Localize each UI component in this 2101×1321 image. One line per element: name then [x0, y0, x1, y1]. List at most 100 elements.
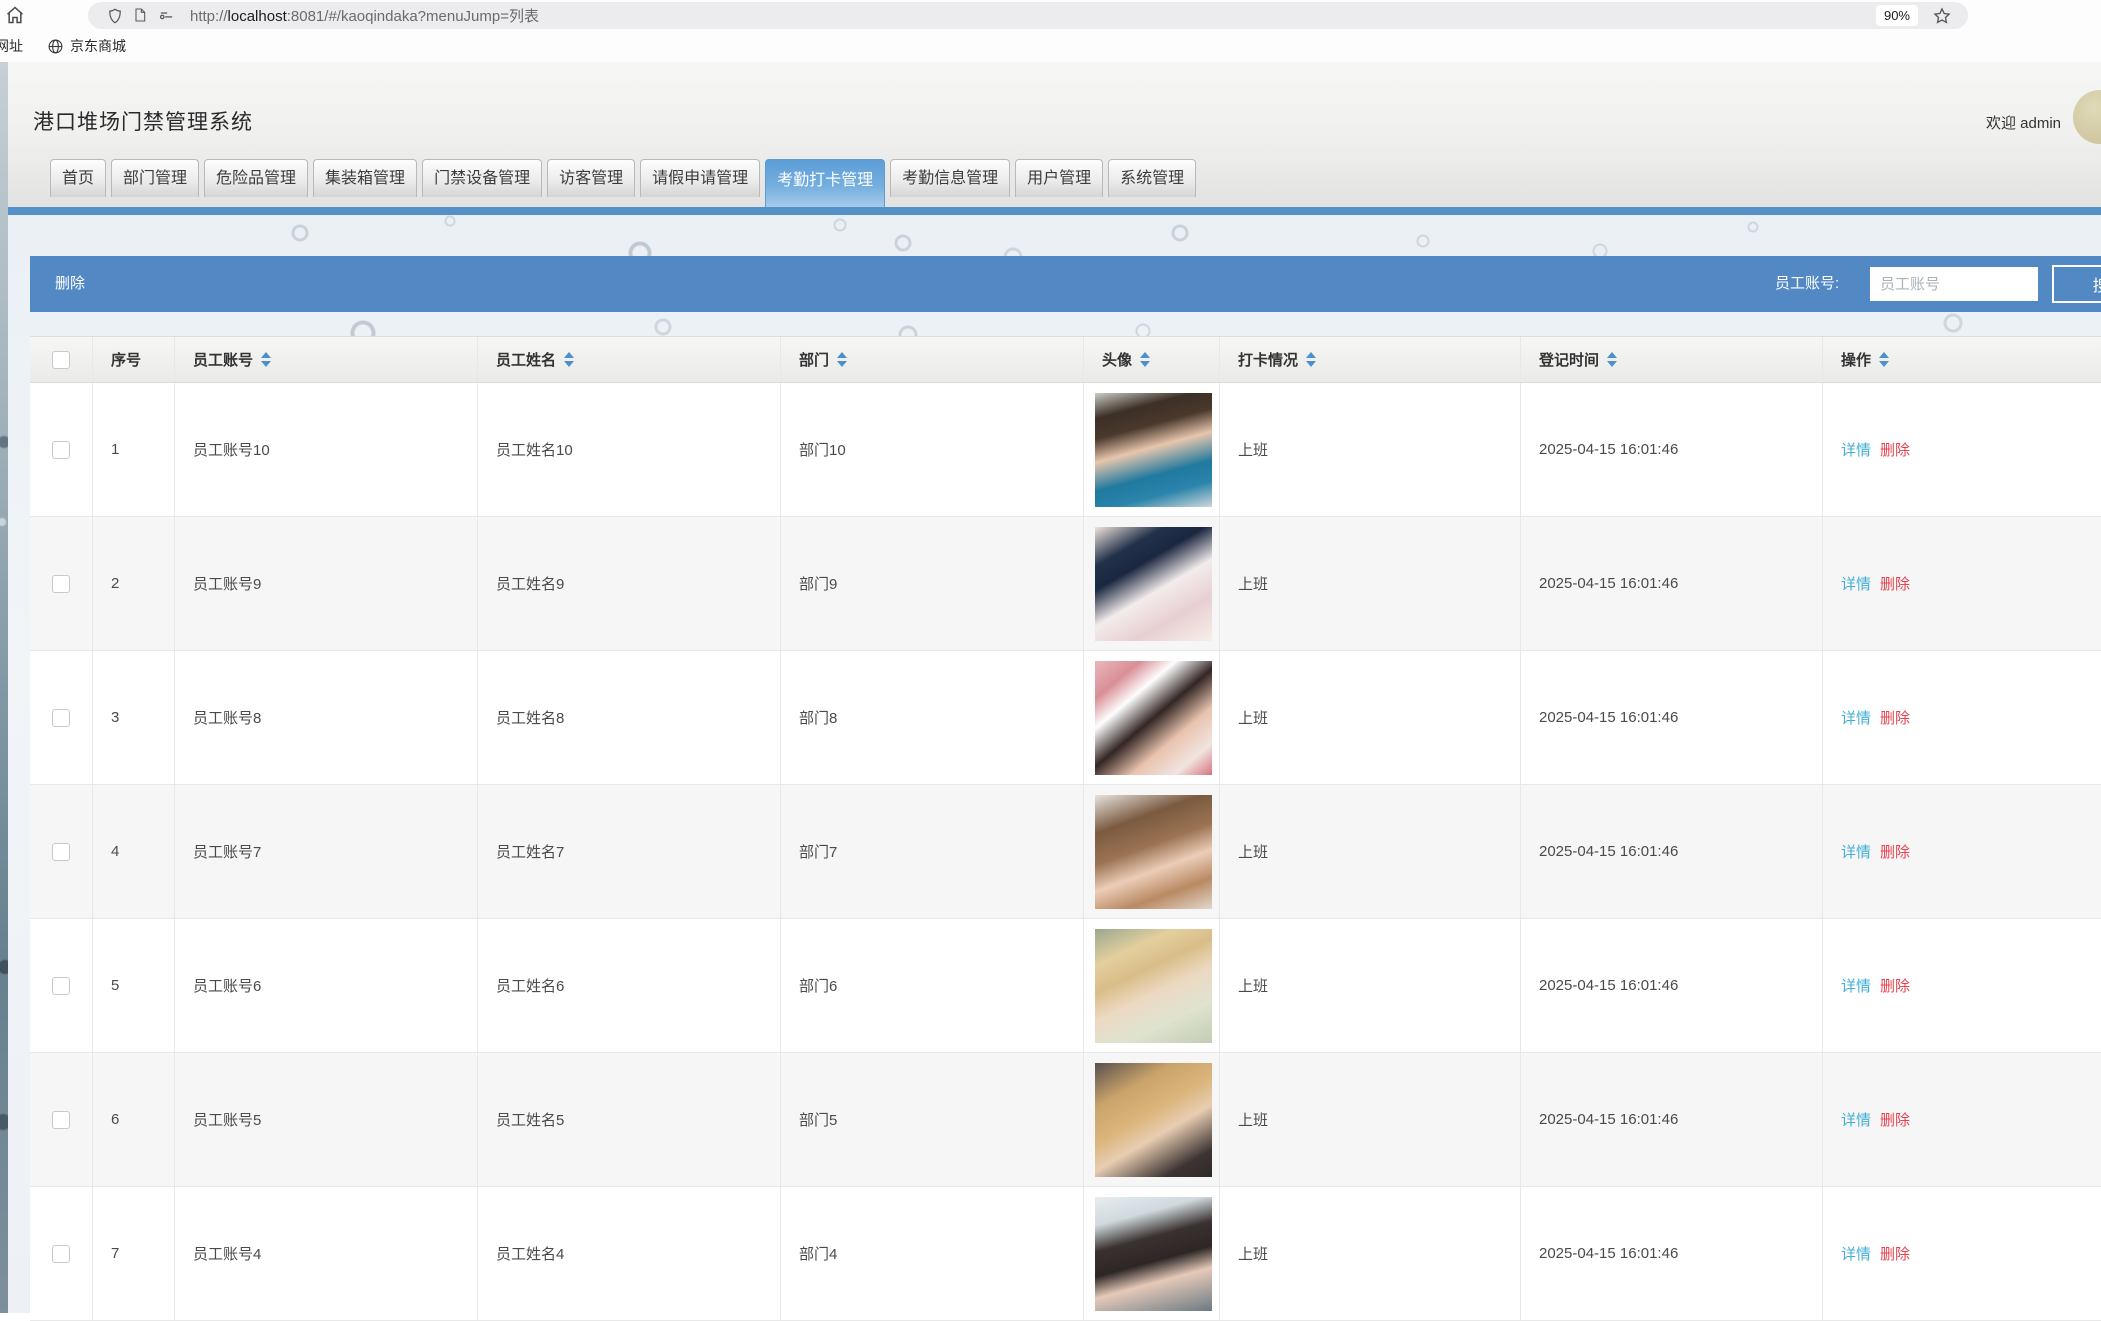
sort-icons[interactable]: [1607, 352, 1618, 367]
delete-link[interactable]: 删除: [1880, 844, 1911, 861]
tab-home[interactable]: 首页: [50, 159, 107, 197]
cell-status: 上班: [1220, 651, 1521, 784]
sort-desc-icon[interactable]: [1140, 361, 1151, 367]
cell-name: 员工姓名5: [478, 1053, 781, 1186]
detail-link[interactable]: 详情: [1841, 1112, 1872, 1129]
tab-department[interactable]: 部门管理: [111, 159, 200, 197]
detail-link[interactable]: 详情: [1841, 710, 1872, 727]
search-button[interactable]: 搜 索: [2052, 265, 2101, 303]
sort-icons[interactable]: [1879, 352, 1890, 367]
cell-checkbox: [30, 919, 93, 1052]
bookmark-item-jd[interactable]: 京东商城: [70, 38, 126, 54]
delete-link[interactable]: 删除: [1880, 710, 1911, 727]
sort-asc-icon[interactable]: [261, 352, 272, 358]
delete-link[interactable]: 删除: [1880, 576, 1911, 593]
home-icon[interactable]: [5, 5, 25, 25]
header-checkbox-cell: [30, 337, 93, 382]
tab-visitor[interactable]: 访客管理: [547, 159, 636, 197]
header-status[interactable]: 打卡情况: [1220, 337, 1521, 382]
detail-link[interactable]: 详情: [1841, 844, 1872, 861]
employee-avatar-image: [1095, 1062, 1212, 1177]
detail-link[interactable]: 详情: [1841, 1246, 1872, 1263]
header-accent-bar: [8, 207, 2101, 215]
sort-icons[interactable]: [564, 352, 575, 367]
employee-avatar-image: [1095, 1196, 1212, 1311]
tab-system[interactable]: 系统管理: [1108, 159, 1197, 197]
detail-link[interactable]: 详情: [1841, 442, 1872, 459]
background-photo-strip: [0, 62, 8, 1313]
row-checkbox[interactable]: [52, 842, 70, 861]
sort-desc-icon[interactable]: [564, 361, 575, 367]
page-info-icon[interactable]: [132, 7, 150, 25]
url-text[interactable]: http://localhost:8081/#/kaoqindaka?menuJ…: [190, 5, 1876, 26]
detail-link[interactable]: 详情: [1841, 576, 1872, 593]
header-name[interactable]: 员工姓名: [478, 337, 781, 382]
cell-ops: 详情 删除: [1823, 1187, 2101, 1320]
tab-dangerous-goods[interactable]: 危险品管理: [204, 159, 309, 197]
nav-tabs: 首页 部门管理 危险品管理 集装箱管理 门禁设备管理 访客管理 请假申请管理 考…: [50, 159, 1197, 207]
tab-attendance-punch[interactable]: 考勤打卡管理: [765, 159, 886, 207]
cell-name: 员工姓名4: [478, 1187, 781, 1320]
sort-icons[interactable]: [1140, 352, 1151, 367]
cell-time: 2025-04-15 16:01:46: [1521, 785, 1823, 918]
delete-link[interactable]: 删除: [1880, 1112, 1911, 1129]
tab-user[interactable]: 用户管理: [1015, 159, 1104, 197]
sort-asc-icon[interactable]: [1607, 352, 1618, 358]
delete-link[interactable]: 删除: [1880, 978, 1911, 995]
sort-asc-icon[interactable]: [1306, 352, 1317, 358]
sort-asc-icon[interactable]: [1879, 352, 1890, 358]
cell-dept: 部门10: [781, 383, 1084, 516]
header-time[interactable]: 登记时间: [1521, 337, 1823, 382]
bookmark-star-icon[interactable]: [1932, 6, 1952, 26]
shield-icon[interactable]: [106, 7, 124, 25]
detail-link[interactable]: 详情: [1841, 978, 1872, 995]
sort-icons[interactable]: [1306, 352, 1317, 367]
table-row: 4 员工账号7 员工姓名7 部门7 上班 2025-04-15 16:01:46…: [30, 785, 2101, 919]
row-checkbox[interactable]: [52, 574, 70, 593]
sort-desc-icon[interactable]: [1879, 361, 1890, 367]
sort-asc-icon[interactable]: [1140, 352, 1151, 358]
sort-asc-icon[interactable]: [564, 352, 575, 358]
table-row: 2 员工账号9 员工姓名9 部门9 上班 2025-04-15 16:01:46…: [30, 517, 2101, 651]
sort-icons[interactable]: [837, 352, 848, 367]
user-avatar[interactable]: [2073, 90, 2101, 144]
employee-avatar-image: [1095, 928, 1212, 1043]
select-all-checkbox[interactable]: [52, 350, 70, 369]
search-input[interactable]: [1870, 267, 2038, 301]
url-scheme: http://: [190, 8, 228, 25]
sort-desc-icon[interactable]: [837, 361, 848, 367]
sort-icons[interactable]: [261, 352, 272, 367]
row-checkbox[interactable]: [52, 440, 70, 459]
sort-desc-icon[interactable]: [1607, 361, 1618, 367]
row-checkbox[interactable]: [52, 1110, 70, 1129]
row-checkbox[interactable]: [52, 1244, 70, 1263]
sort-desc-icon[interactable]: [261, 361, 272, 367]
header-dept[interactable]: 部门: [781, 337, 1084, 382]
delete-link[interactable]: 删除: [1880, 1246, 1911, 1263]
delete-link[interactable]: 删除: [1880, 442, 1911, 459]
cell-seq: 5: [93, 919, 175, 1052]
permissions-icon[interactable]: [158, 7, 176, 25]
delete-selected-button[interactable]: 删除: [55, 275, 86, 292]
cell-time: 2025-04-15 16:01:46: [1521, 1187, 1823, 1320]
header-ops[interactable]: 操作: [1823, 337, 2101, 382]
cell-dept: 部门4: [781, 1187, 1084, 1320]
app-container: 港口堆场门禁管理系统 欢迎 admin 首页 部门管理 危险品管理 集装箱管理 …: [8, 62, 2101, 1321]
cell-time: 2025-04-15 16:01:46: [1521, 919, 1823, 1052]
sort-asc-icon[interactable]: [837, 352, 848, 358]
cell-ops: 详情 删除: [1823, 919, 2101, 1052]
header-account[interactable]: 员工账号: [175, 337, 478, 382]
tab-access-device[interactable]: 门禁设备管理: [422, 159, 543, 197]
header-avatar[interactable]: 头像: [1084, 337, 1220, 382]
tab-leave-request[interactable]: 请假申请管理: [640, 159, 761, 197]
sort-desc-icon[interactable]: [1306, 361, 1317, 367]
address-bar[interactable]: http://localhost:8081/#/kaoqindaka?menuJ…: [88, 2, 1968, 29]
cell-status: 上班: [1220, 1053, 1521, 1186]
tab-attendance-info[interactable]: 考勤信息管理: [890, 159, 1011, 197]
row-checkbox[interactable]: [52, 708, 70, 727]
zoom-level-badge[interactable]: 90%: [1875, 5, 1918, 26]
bookmark-item-wangzhi[interactable]: 网址: [0, 38, 23, 54]
tab-container[interactable]: 集装箱管理: [313, 159, 418, 197]
row-checkbox[interactable]: [52, 976, 70, 995]
